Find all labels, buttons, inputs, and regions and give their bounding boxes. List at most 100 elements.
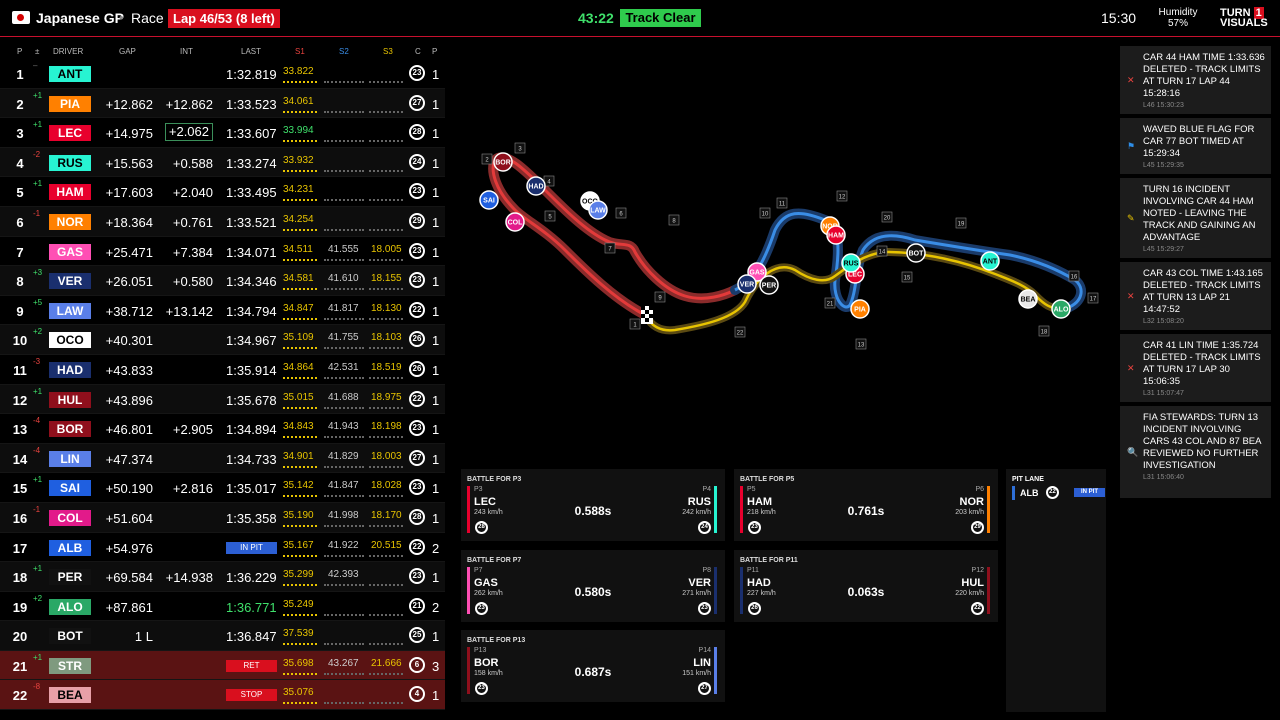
leaderboard-row[interactable]: 18 +1 PER +69.584 +14.938 1:36.229 35.29… bbox=[0, 562, 445, 592]
right-position: P14 bbox=[698, 647, 711, 654]
driver-code-badge[interactable]: BEA bbox=[49, 687, 91, 704]
local-time: 15:30 bbox=[1101, 10, 1137, 26]
turn-number-marker: 10 bbox=[759, 207, 771, 219]
driver-code-badge[interactable]: NOR bbox=[49, 213, 91, 230]
driver-code-badge[interactable]: HAM bbox=[49, 184, 91, 201]
driver-code-badge[interactable]: BOR bbox=[49, 421, 91, 438]
leaderboard-row[interactable]: 19 +2 ALO +87.861 1:36.771 35.249 21 2 bbox=[0, 592, 445, 622]
leaderboard-row[interactable]: 22 -8 BEA STOP 35.076 4 1 bbox=[0, 680, 445, 711]
race-control-message[interactable]: ⚑ WAVED BLUE FLAG FOR CAR 77 BOT TIMED A… bbox=[1120, 118, 1271, 174]
leaderboard-row[interactable]: 6 -1 NOR +18.364 +0.761 1:33.521 34.254 … bbox=[0, 206, 445, 237]
sector-1-time: 34.864 bbox=[283, 361, 314, 373]
car-marker[interactable]: VER bbox=[737, 274, 757, 294]
svg-text:1: 1 bbox=[633, 323, 637, 329]
driver-code-badge[interactable]: BOT bbox=[49, 628, 91, 645]
car-marker[interactable]: PIA bbox=[850, 299, 870, 319]
mini-sector-dots bbox=[369, 81, 403, 83]
car-marker[interactable]: BEA bbox=[1018, 289, 1038, 309]
leaderboard-row[interactable]: 4 -2 RUS +15.563 +0.588 1:33.274 33.932 … bbox=[0, 147, 445, 178]
interval: +0.588 bbox=[172, 155, 213, 171]
car-marker[interactable]: RUS bbox=[841, 253, 861, 273]
driver-code-badge[interactable]: PIA bbox=[49, 95, 91, 112]
leaderboard-row[interactable]: 3 +1 LEC +14.975 +2.062 1:33.607 33.994 … bbox=[0, 118, 445, 148]
car-marker[interactable]: BOT bbox=[906, 243, 926, 263]
japan-flag-icon bbox=[12, 11, 30, 24]
leaderboard-row[interactable]: 10 +2 OCO +40.301 1:34.967 35.109 41.755… bbox=[0, 325, 445, 355]
battle-panel[interactable]: BATTLE FOR P7 P7 GAS 262 km/h 23 0.580s … bbox=[461, 550, 725, 622]
driver-code-badge[interactable]: ALO bbox=[49, 598, 91, 615]
car-marker[interactable]: PER bbox=[759, 275, 779, 295]
left-position: P3 bbox=[474, 486, 483, 493]
driver-code-badge[interactable]: ANT bbox=[49, 66, 91, 82]
leaderboard-row[interactable]: 15 +1 SAI +50.190 +2.816 1:35.017 35.142… bbox=[0, 473, 445, 503]
col-driver: DRIVER bbox=[53, 47, 84, 56]
driver-code-badge[interactable]: LEC bbox=[49, 125, 91, 142]
driver-code-badge[interactable]: COL bbox=[49, 509, 91, 526]
svg-text:BEA: BEA bbox=[1021, 297, 1036, 304]
leaderboard-row[interactable]: 13 -4 BOR +46.801 +2.905 1:34.894 34.843… bbox=[0, 414, 445, 444]
pit-stop-count: 1 bbox=[432, 570, 440, 586]
race-control-message[interactable]: 🔍 FIA STEWARDS: TURN 13 INCIDENT INVOLVI… bbox=[1120, 406, 1271, 498]
position-number: 19 bbox=[12, 599, 28, 615]
battle-panel[interactable]: BATTLE FOR P3 P3 LEC 243 km/h 28 0.588s … bbox=[461, 469, 725, 541]
car-marker[interactable]: SAI bbox=[479, 190, 499, 210]
leaderboard-row[interactable]: 9 +5 LAW +38.712 +13.142 1:34.794 34.847… bbox=[0, 296, 445, 326]
message-timestamp: L45 15:29:35 bbox=[1143, 162, 1184, 169]
right-speed: 271 km/h bbox=[682, 590, 711, 597]
pit-stop-count: 1 bbox=[432, 303, 440, 319]
car-marker[interactable]: BOR bbox=[493, 152, 513, 172]
battle-gap: 0.687s bbox=[574, 665, 612, 679]
leaderboard-row[interactable]: 14 -4 LIN +47.374 1:34.733 34.901 41.829… bbox=[0, 443, 445, 474]
battle-panel[interactable]: BATTLE FOR P13 P13 BOR 158 km/h 23 0.687… bbox=[461, 630, 725, 702]
driver-code-badge[interactable]: GAS bbox=[49, 243, 91, 260]
leaderboard-row[interactable]: 16 -1 COL +51.604 1:35.358 35.190 41.998… bbox=[0, 502, 445, 533]
car-marker[interactable]: HAD bbox=[526, 176, 546, 196]
right-position: P12 bbox=[971, 567, 984, 574]
message-text: WAVED BLUE FLAG FOR CAR 77 BOT TIMED AT … bbox=[1143, 124, 1255, 159]
leaderboard-row[interactable]: 12 +1 HUL +43.896 1:35.678 35.015 41.688… bbox=[0, 384, 445, 415]
car-marker[interactable]: LAW bbox=[588, 200, 608, 220]
humidity-readout: Humidity 57% bbox=[1152, 7, 1204, 29]
car-marker[interactable]: HAM bbox=[826, 225, 846, 245]
col-position: P bbox=[17, 47, 23, 56]
last-lap-time: 1:34.894 bbox=[226, 422, 277, 438]
driver-code-badge[interactable]: RUS bbox=[49, 154, 91, 171]
col-last-lap: LAST bbox=[241, 47, 262, 56]
mini-sector-dots bbox=[283, 495, 317, 498]
car-marker[interactable]: ANT bbox=[980, 251, 1000, 271]
leaderboard-row[interactable]: 7 GAS +25.471 +7.384 1:34.071 34.511 41.… bbox=[0, 237, 445, 267]
driver-code-badge[interactable]: OCO bbox=[49, 332, 91, 349]
right-driver: LIN bbox=[693, 657, 711, 669]
driver-code-badge[interactable]: PER bbox=[49, 569, 91, 586]
race-control-message[interactable]: ✕ CAR 41 LIN TIME 1:35.724 DELETED - TRA… bbox=[1120, 334, 1271, 402]
sector-3-time: 18.028 bbox=[371, 480, 402, 492]
leaderboard-row[interactable]: 20 BOT 1 L 1:36.847 37.539 25 1 bbox=[0, 621, 445, 651]
leaderboard-row[interactable]: 21 +1 STR RET 35.698 43.267 21.666 6 3 bbox=[0, 650, 445, 681]
leaderboard-row[interactable]: 17 ALB +54.976 IN PIT 35.167 41.922 20.5… bbox=[0, 533, 445, 563]
leaderboard-row[interactable]: 1 – ANT 1:32.819 33.822 23 1 bbox=[0, 59, 445, 89]
race-control-message[interactable]: ✎ TURN 16 INCIDENT INVOLVING CAR 44 HAM … bbox=[1120, 178, 1271, 258]
message-type-icon: 🔍 bbox=[1127, 447, 1139, 457]
driver-code-badge[interactable]: LAW bbox=[49, 302, 91, 319]
position-change: +3 bbox=[33, 268, 43, 278]
leaderboard-row[interactable]: 5 +1 HAM +17.603 +2.040 1:33.495 34.231 … bbox=[0, 177, 445, 207]
leaderboard-row[interactable]: 2 +1 PIA +12.862 +12.862 1:33.523 34.061… bbox=[0, 88, 445, 119]
race-control-message[interactable]: ✕ CAR 43 COL TIME 1:43.165 DELETED - TRA… bbox=[1120, 262, 1271, 330]
car-marker[interactable]: ALO bbox=[1051, 299, 1071, 319]
driver-code-badge[interactable]: HUL bbox=[49, 391, 91, 408]
leaderboard-row[interactable]: 11 -3 HAD +43.833 1:35.914 34.864 42.531… bbox=[0, 355, 445, 385]
driver-code-badge[interactable]: HAD bbox=[49, 361, 91, 378]
driver-code-badge[interactable]: LIN bbox=[49, 450, 91, 467]
race-control-message[interactable]: ✕ CAR 44 HAM TIME 1:33.636 DELETED - TRA… bbox=[1120, 46, 1271, 114]
turn-number-marker: 6 bbox=[615, 207, 627, 219]
left-driver: LEC bbox=[474, 496, 496, 508]
battle-panel[interactable]: BATTLE FOR P5 P5 HAM 218 km/h 23 0.761s … bbox=[734, 469, 998, 541]
driver-code-badge[interactable]: SAI bbox=[49, 480, 91, 497]
pit-stop-count: 1 bbox=[432, 362, 440, 378]
leaderboard-row[interactable]: 8 +3 VER +26.051 +0.580 1:34.346 34.581 … bbox=[0, 266, 445, 296]
driver-code-badge[interactable]: ALB bbox=[49, 539, 91, 556]
car-marker[interactable]: COL bbox=[505, 212, 525, 232]
driver-code-badge[interactable]: VER bbox=[49, 273, 91, 290]
driver-code-badge[interactable]: STR bbox=[49, 657, 91, 674]
battle-panel[interactable]: BATTLE FOR P11 P11 HAD 227 km/h 26 0.063… bbox=[734, 550, 998, 622]
